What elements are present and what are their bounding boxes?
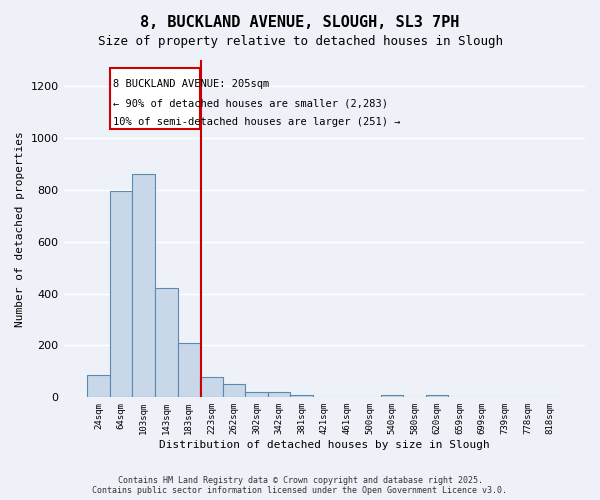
Bar [290,394,313,398]
Bar [223,384,245,398]
Bar [133,174,155,398]
Bar [381,394,403,398]
Text: Contains HM Land Registry data © Crown copyright and database right 2025.
Contai: Contains HM Land Registry data © Crown c… [92,476,508,495]
Bar [87,376,110,398]
Bar [200,376,223,398]
Bar [178,343,200,398]
FancyBboxPatch shape [110,68,200,129]
Text: Size of property relative to detached houses in Slough: Size of property relative to detached ho… [97,35,503,48]
X-axis label: Distribution of detached houses by size in Slough: Distribution of detached houses by size … [159,440,490,450]
Text: ← 90% of detached houses are smaller (2,283): ← 90% of detached houses are smaller (2,… [113,98,388,108]
Text: 10% of semi-detached houses are larger (251) →: 10% of semi-detached houses are larger (… [113,117,400,127]
Bar [426,394,448,398]
Bar [155,288,178,398]
Text: 8 BUCKLAND AVENUE: 205sqm: 8 BUCKLAND AVENUE: 205sqm [113,80,269,90]
Bar [110,191,133,398]
Text: 8, BUCKLAND AVENUE, SLOUGH, SL3 7PH: 8, BUCKLAND AVENUE, SLOUGH, SL3 7PH [140,15,460,30]
Bar [245,392,268,398]
Y-axis label: Number of detached properties: Number of detached properties [15,131,25,326]
Bar [268,392,290,398]
